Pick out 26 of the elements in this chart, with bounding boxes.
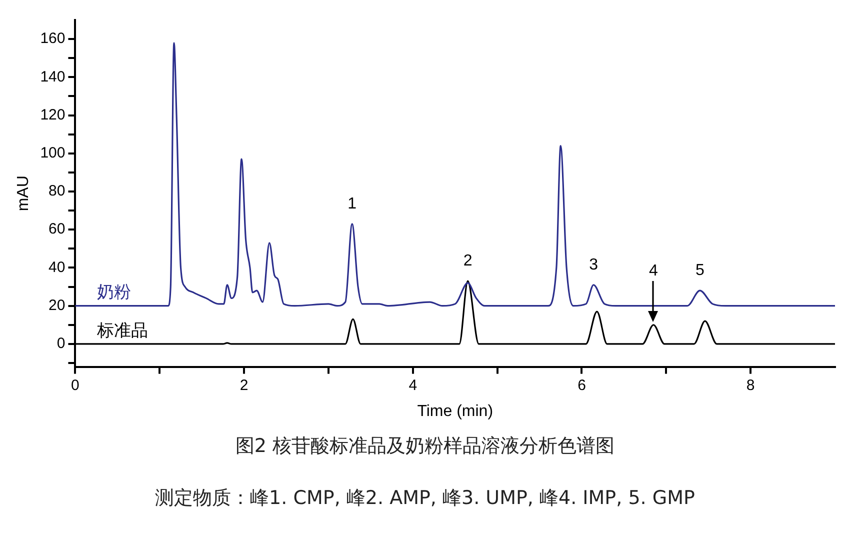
text: 测定物质：峰1. CMP, 峰2. AMP, 峰3. UMP, 峰4. IMP, 5. GMP [154, 486, 696, 511]
x-tick-label: 8 [746, 376, 755, 394]
text: 图2 核苷酸标准品及奶粉样品溶液分析色谱图 [234, 434, 616, 459]
y-tick-label: 60 [48, 220, 66, 238]
series-label: 奶粉 [97, 282, 132, 303]
annotation: 5 [695, 262, 704, 279]
y-tick-label: 80 [48, 182, 66, 200]
y-tick-label: 40 [48, 258, 66, 276]
y-tick-label: 140 [40, 68, 66, 86]
annotation: 1 [348, 195, 357, 212]
x-tick-label: 2 [240, 376, 248, 394]
line-series [75, 42, 835, 307]
x-tick-label: 6 [578, 376, 586, 394]
annotation: 4 [649, 262, 658, 280]
y-tick-label: 100 [40, 144, 66, 162]
x-axis-title: Time (min) [417, 402, 494, 420]
y-tick-label: 160 [40, 30, 66, 48]
y-tick-label: 20 [48, 296, 66, 314]
y-axis-title: mAU [15, 176, 32, 212]
y-tick-label: 120 [40, 106, 66, 124]
x-tick-label: 0 [71, 376, 80, 394]
annotation: 3 [589, 256, 598, 274]
series-label: 标准品 [96, 320, 148, 341]
y-tick-label: 0 [56, 335, 66, 352]
annotation: 2 [463, 252, 472, 270]
x-tick-label: 4 [408, 376, 418, 394]
